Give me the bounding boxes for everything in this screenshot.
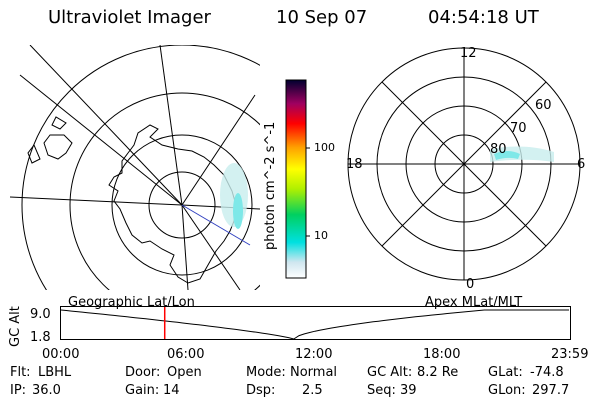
geographic-map	[10, 45, 260, 290]
observation-time: 04:54:18 UT	[428, 7, 539, 28]
colorbar	[285, 79, 310, 279]
coastline	[43, 134, 73, 160]
polar-diagonal	[381, 81, 547, 247]
status-flt-label: Flt:	[10, 365, 31, 380]
meridian	[181, 204, 260, 210]
lat-circle	[69, 92, 260, 290]
instrument-title: Ultraviolet Imager	[48, 7, 211, 28]
altitude-curve	[60, 309, 569, 340]
meridian	[29, 45, 183, 206]
meridian	[181, 204, 241, 290]
aurora-band	[494, 151, 520, 160]
timeline-right-title: Apex MLat/MLT	[425, 295, 523, 310]
colorbar-tick-10: 10	[314, 229, 328, 242]
timeline-ytick-1: 1.8	[30, 330, 51, 345]
status-glon-label: GLon:	[488, 383, 526, 398]
status-gain-label: Gain:	[125, 383, 160, 398]
status-gain-value: 14	[163, 383, 180, 398]
timeline-xtick: 18:00	[423, 347, 461, 362]
meridian	[159, 45, 183, 206]
status-ip-label: IP:	[10, 383, 27, 398]
altitude-timeline	[60, 306, 571, 340]
lat-circle	[21, 45, 260, 290]
status-flt-value: LBHL	[38, 365, 72, 380]
colorbar-gradient	[285, 79, 307, 279]
timeline-ylabel: GC Alt	[8, 306, 23, 347]
meridian	[10, 196, 183, 206]
timeline-xtick: 12:00	[295, 347, 333, 362]
meridian	[181, 204, 189, 290]
timeline-xtick: 23:59	[551, 347, 589, 362]
lat-label-60: 60	[535, 98, 552, 113]
mlt-label-6: 6	[577, 157, 586, 172]
mlt-label-12: 12	[460, 46, 477, 61]
aurora-band	[233, 193, 243, 229]
antarctica-outline	[108, 124, 237, 284]
lat-label-80: 80	[490, 142, 507, 157]
lat-label-70: 70	[510, 121, 527, 136]
status-seq-label: Seq:	[367, 383, 396, 398]
projection-line	[181, 204, 251, 246]
status-door-label: Door:	[125, 365, 161, 380]
colorbar-unit-label: photon cm^-2 s^-1	[263, 121, 278, 250]
timeline-frame	[60, 306, 571, 340]
mlt-label-18: 18	[346, 157, 363, 172]
mlt-label-0: 0	[466, 277, 475, 292]
status-dsp-value: 2.5	[302, 383, 323, 398]
status-glat-label: GLat:	[488, 365, 523, 380]
status-seq-value: 39	[400, 383, 417, 398]
status-gcalt-label: GC Alt:	[367, 365, 413, 380]
coastline	[51, 116, 67, 130]
coastline	[27, 144, 41, 164]
timeline-ytick-9: 9.0	[30, 307, 51, 322]
observation-date: 10 Sep 07	[276, 7, 368, 28]
meridian	[19, 74, 183, 206]
polar-mlt-plot	[347, 47, 581, 281]
status-glat-value: -74.8	[530, 365, 564, 380]
status-gcalt-value: 8.2 Re	[417, 365, 459, 380]
status-dsp-label: Dsp:	[246, 383, 276, 398]
status-glon-value: 297.7	[532, 383, 570, 398]
status-mode-label: Mode:	[246, 365, 286, 380]
status-ip-value: 36.0	[32, 383, 61, 398]
timeline-left-title: Geographic Lat/Lon	[68, 295, 195, 310]
colorbar-tick-100: 100	[314, 141, 335, 154]
timeline-xtick: 06:00	[167, 347, 205, 362]
lat-circle	[111, 134, 253, 276]
timeline-xtick: 00:00	[42, 347, 80, 362]
meridian	[181, 94, 256, 206]
status-door-value: Open	[167, 365, 202, 380]
lat-circle	[148, 171, 216, 239]
aurora-glow	[490, 146, 554, 162]
status-mode-value: Normal	[290, 365, 338, 380]
